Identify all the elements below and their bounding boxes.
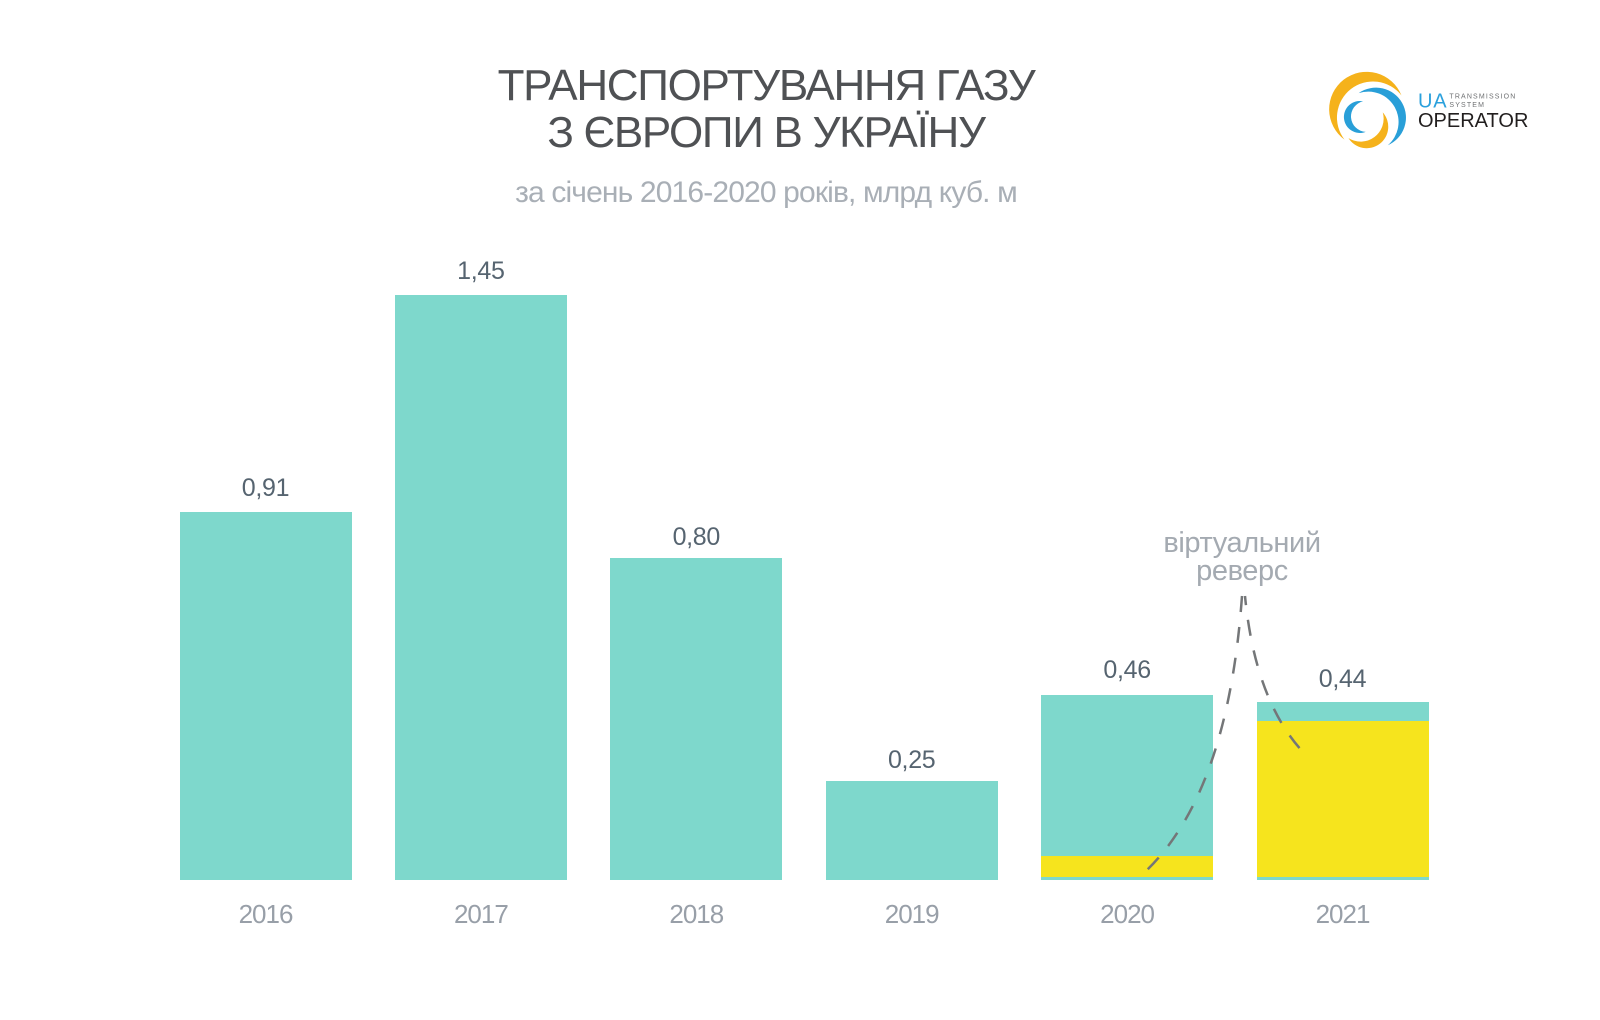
svg-text:TRANSMISSION: TRANSMISSION: [1449, 94, 1516, 101]
svg-text:SYSTEM: SYSTEM: [1449, 102, 1485, 109]
svg-text:OPERATOR: OPERATOR: [1418, 110, 1528, 132]
svg-text:UA: UA: [1418, 91, 1447, 113]
